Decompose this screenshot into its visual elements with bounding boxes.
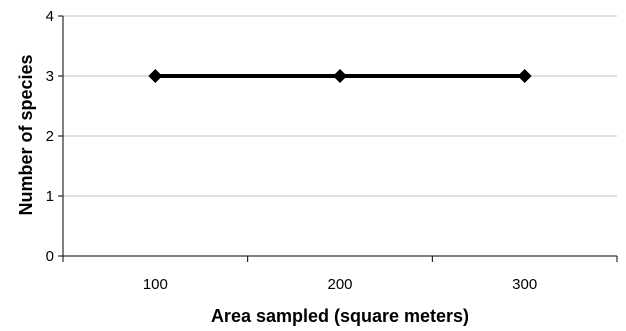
data-point-300 bbox=[517, 69, 532, 83]
x-tick-label-100: 100 bbox=[143, 276, 168, 293]
y-tick-label-3: 3 bbox=[46, 68, 54, 85]
data-point-200 bbox=[333, 69, 347, 83]
data-point-100 bbox=[148, 69, 163, 83]
axes bbox=[58, 15, 618, 262]
y-axis-title: Number of species bbox=[16, 54, 36, 215]
x-axis-title: Area sampled (square meters) bbox=[211, 306, 469, 326]
y-tick-label-2: 2 bbox=[46, 128, 54, 145]
tick-labels: 0 1 2 3 4 100 200 300 bbox=[46, 8, 538, 293]
series-line bbox=[148, 69, 532, 83]
x-tick-label-300: 300 bbox=[512, 276, 537, 293]
y-tick-label-1: 1 bbox=[46, 188, 54, 205]
grid-lines bbox=[63, 15, 617, 197]
y-tick-label-4: 4 bbox=[46, 8, 54, 25]
x-tick-label-200: 200 bbox=[327, 276, 352, 293]
y-tick-label-0: 0 bbox=[46, 248, 54, 265]
